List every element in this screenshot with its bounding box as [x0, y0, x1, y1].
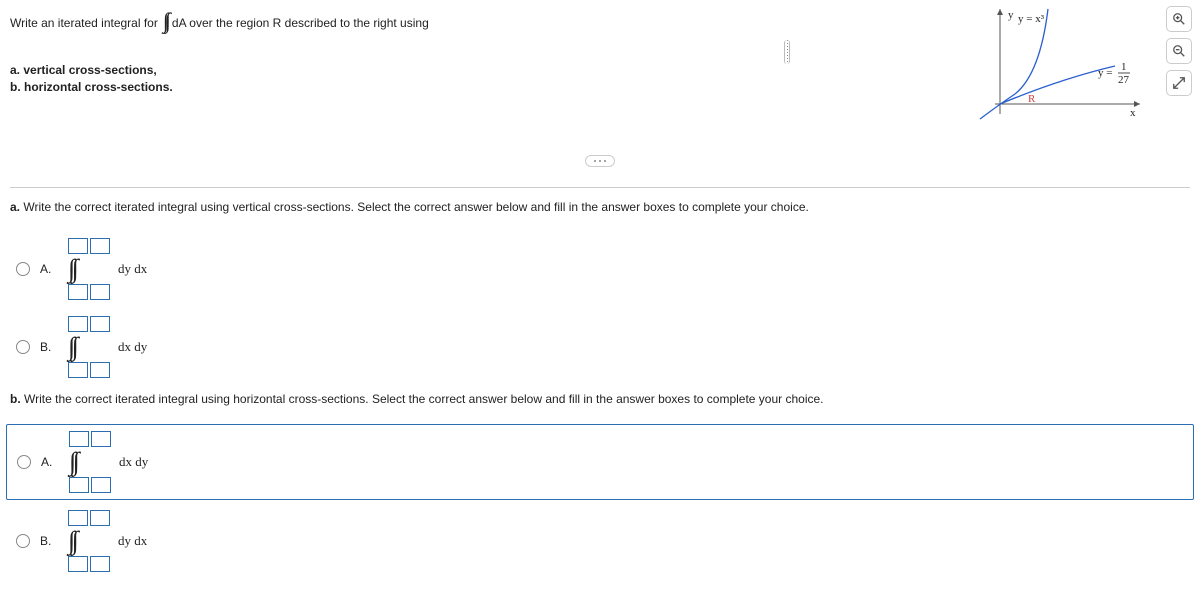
- region-graph: y x y = x³ y = 1 27 R: [970, 4, 1150, 124]
- svg-text:R: R: [1028, 93, 1036, 105]
- expand-dots-button[interactable]: [585, 155, 615, 167]
- part-a-prompt: a. a. Write the correct iterated integra…: [0, 200, 1200, 214]
- question-stem: Write an iterated integral for ∫∫ dA ove…: [10, 8, 770, 95]
- limit-input[interactable]: [68, 556, 88, 572]
- limit-input[interactable]: [68, 284, 88, 300]
- radio-a-A[interactable]: [16, 262, 30, 276]
- radio-b-B[interactable]: [16, 534, 30, 548]
- subitem-b: b. horizontal cross-sections.: [10, 79, 770, 96]
- differential: dx dy: [115, 454, 148, 470]
- svg-text:27: 27: [1118, 74, 1130, 86]
- choice-label: B.: [40, 340, 58, 354]
- subitem-a: a. vertical cross-sections,: [10, 62, 770, 79]
- choice-label: B.: [40, 534, 58, 548]
- radio-b-A[interactable]: [17, 455, 31, 469]
- svg-text:x: x: [1130, 107, 1136, 119]
- limit-input[interactable]: [90, 238, 110, 254]
- double-integral-symbol: ∫ ∫: [69, 449, 111, 475]
- svg-text:y =: y =: [1098, 67, 1112, 79]
- part-b-choice-A[interactable]: A. ∫ ∫ dx dy: [6, 424, 1194, 500]
- limit-input[interactable]: [69, 431, 89, 447]
- choice-label: A.: [40, 262, 58, 276]
- radio-a-B[interactable]: [16, 340, 30, 354]
- question-prefix: Write an iterated integral for: [10, 15, 158, 32]
- differential: dy dx: [114, 533, 147, 549]
- question-dA: dA over the region R described to the ri…: [172, 15, 429, 32]
- limit-input[interactable]: [90, 316, 110, 332]
- part-a-prompt-text: Write the correct iterated integral usin…: [23, 200, 808, 214]
- choice-label: A.: [41, 455, 59, 469]
- double-integral-symbol: ∫ ∫: [68, 528, 110, 554]
- limit-input[interactable]: [68, 316, 88, 332]
- limit-input[interactable]: [90, 284, 110, 300]
- limit-input[interactable]: [90, 362, 110, 378]
- limit-input[interactable]: [90, 510, 110, 526]
- part-b-choice-B[interactable]: B. ∫ ∫ dy dx: [6, 504, 1194, 578]
- part-b-prompt-text: Write the correct iterated integral usin…: [24, 392, 824, 406]
- differential: dx dy: [114, 339, 147, 355]
- limit-input[interactable]: [69, 477, 89, 493]
- double-integral-symbol: ∫ ∫: [68, 256, 110, 282]
- expand-button[interactable]: [1166, 70, 1192, 96]
- pane-drag-handle[interactable]: [784, 40, 790, 64]
- zoom-out-button[interactable]: [1166, 38, 1192, 64]
- limit-input[interactable]: [91, 431, 111, 447]
- divider: [10, 187, 1190, 188]
- svg-text:y = x³: y = x³: [1018, 13, 1045, 25]
- part-a-choice-B[interactable]: B. ∫ ∫ dx dy: [6, 310, 1194, 384]
- svg-text:y: y: [1008, 9, 1014, 21]
- double-integral-symbol: ∫∫: [161, 6, 169, 37]
- zoom-in-button[interactable]: [1166, 6, 1192, 32]
- limit-input[interactable]: [90, 556, 110, 572]
- double-integral-symbol: ∫ ∫: [68, 334, 110, 360]
- part-b-prompt: b. Write the correct iterated integral u…: [0, 392, 1200, 406]
- differential: dy dx: [114, 261, 147, 277]
- limit-input[interactable]: [68, 362, 88, 378]
- part-a-choice-A[interactable]: A. ∫ ∫ dy dx: [6, 232, 1194, 306]
- limit-input[interactable]: [91, 477, 111, 493]
- svg-text:1: 1: [1121, 61, 1127, 73]
- limit-input[interactable]: [68, 510, 88, 526]
- limit-input[interactable]: [68, 238, 88, 254]
